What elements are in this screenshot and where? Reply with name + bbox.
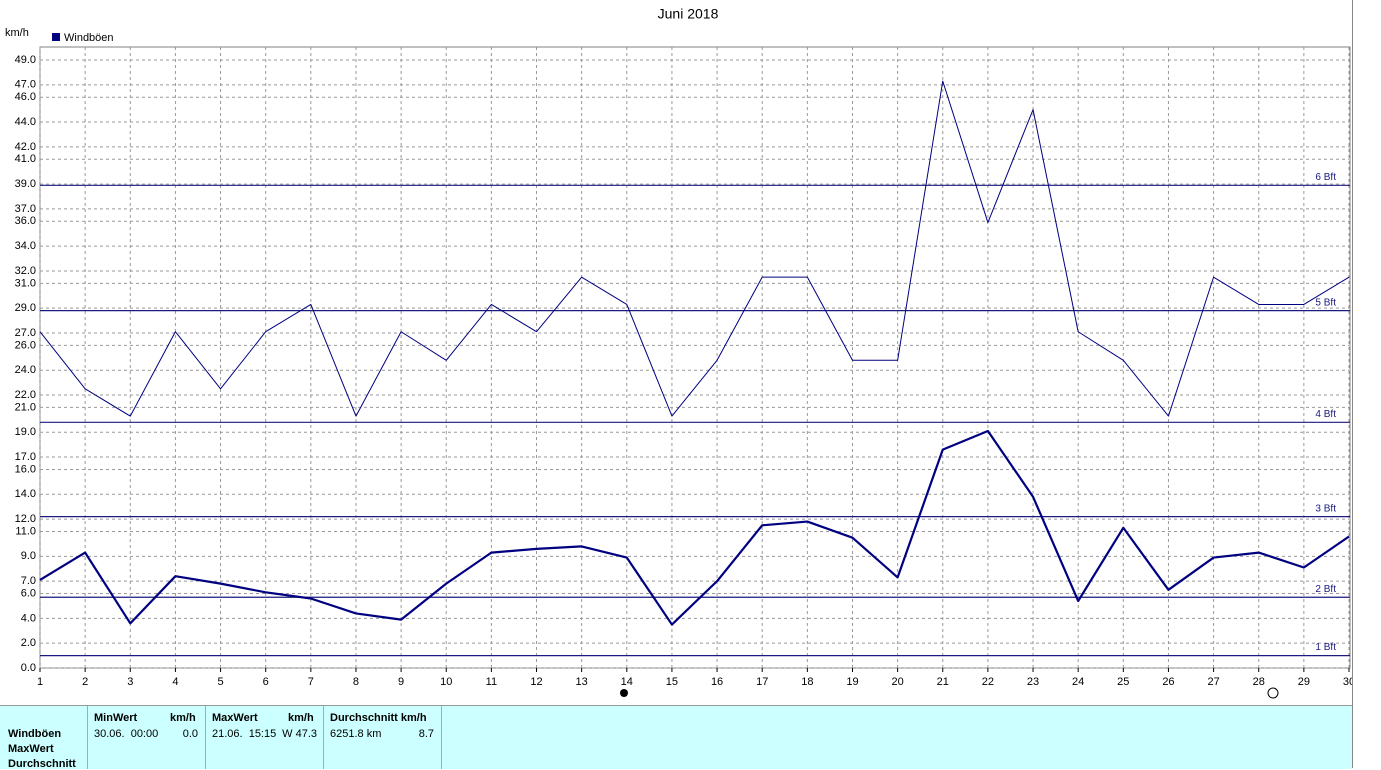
y-tick-label: 7.0	[21, 575, 36, 587]
x-tick-label: 5	[217, 676, 223, 688]
y-tick-label: 4.0	[21, 612, 36, 624]
x-tick-label: 17	[756, 676, 768, 688]
stats-panel: MinWert km/h MaxWert km/h Durchschnitt k…	[0, 705, 1352, 770]
x-tick-label: 25	[1117, 676, 1129, 688]
y-tick-label: 29.0	[15, 302, 36, 314]
row-label: MaxWert	[8, 743, 54, 755]
y-tick-label: 26.0	[15, 339, 36, 351]
x-tick-label: 12	[530, 676, 542, 688]
y-tick-label: 0.0	[21, 662, 36, 674]
x-tick-label: 1	[37, 676, 43, 688]
x-tick-label: 14	[621, 676, 633, 688]
y-tick-label: 27.0	[15, 327, 36, 339]
header: km/h	[170, 712, 196, 724]
y-tick-label: 44.0	[15, 116, 36, 128]
x-tick-label: 7	[308, 676, 314, 688]
background	[0, 0, 1352, 705]
x-tick-label: 22	[982, 676, 994, 688]
y-tick-label: 46.0	[15, 91, 36, 103]
separator	[87, 706, 88, 769]
moon-icon	[1267, 687, 1279, 699]
x-tick-label: 20	[891, 676, 903, 688]
cell: 6251.8 km	[330, 728, 382, 740]
y-tick-label: 21.0	[15, 401, 36, 413]
y-unit: km/h	[5, 27, 29, 39]
y-tick-label: 32.0	[15, 265, 36, 277]
legend-swatch	[52, 33, 60, 41]
x-tick-label: 24	[1072, 676, 1084, 688]
row-label: Windböen	[8, 728, 62, 740]
y-tick-label: 14.0	[15, 488, 36, 500]
y-tick-label: 34.0	[15, 240, 36, 252]
x-tick-label: 15	[666, 676, 678, 688]
x-tick-label: 27	[1207, 676, 1219, 688]
x-tick-label: 2	[82, 676, 88, 688]
row-label: Durchschnitt	[8, 758, 76, 770]
reference-label: 2 Bft	[1315, 584, 1336, 595]
y-tick-label: 11.0	[15, 525, 36, 537]
x-tick-label: 4	[172, 676, 178, 688]
series-line	[39, 429, 1350, 626]
header: Durchschnitt km/h	[330, 712, 427, 724]
legend-label: Windböen	[64, 32, 114, 44]
y-tick-label: 24.0	[15, 364, 36, 376]
reference-label: 6 Bft	[1315, 172, 1336, 183]
y-tick-label: 49.0	[15, 54, 36, 66]
x-tick-label: 21	[937, 676, 949, 688]
separator	[441, 706, 442, 769]
y-tick-label: 47.0	[15, 79, 36, 91]
cell: 8.7	[418, 728, 434, 740]
moon-icon	[620, 689, 628, 697]
y-tick-label: 12.0	[15, 513, 36, 525]
x-tick-label: 11	[486, 676, 497, 688]
y-tick-label: 39.0	[15, 178, 36, 190]
x-tick-label: 23	[1027, 676, 1039, 688]
reference-label: 3 Bft	[1315, 503, 1336, 514]
cell: 21.06. 15:15	[212, 728, 277, 740]
y-tick-label: 37.0	[15, 203, 36, 215]
separator	[205, 706, 206, 769]
x-tick-label: 10	[440, 676, 452, 688]
y-tick-label: 16.0	[15, 463, 36, 475]
series-line	[39, 80, 1350, 417]
x-tick-label: 16	[711, 676, 723, 688]
x-tick-label: 9	[398, 676, 404, 688]
x-tick-label: 28	[1253, 676, 1265, 688]
reference-label: 5 Bft	[1315, 297, 1336, 308]
chart: Juni 2018 km/h Windböen 0.0 2.0 4.0 6.07.0 9…	[0, 0, 1352, 705]
side-strip	[1352, 0, 1381, 768]
x-tick-label: 6	[263, 676, 269, 688]
y-tick-label: 9.0	[21, 550, 36, 562]
reference-label: 1 Bft	[1315, 642, 1336, 653]
y-tick-label: 36.0	[15, 215, 36, 227]
x-tick-label: 13	[576, 676, 588, 688]
cell: 30.06. 00:00	[94, 728, 159, 740]
y-tick-label: 41.0	[15, 153, 36, 165]
y-tick-label: 6.0	[21, 587, 36, 599]
y-tick-label: 19.0	[15, 426, 36, 438]
y-tick-label: 42.0	[15, 141, 36, 153]
header: MaxWert	[212, 712, 258, 724]
x-tick-label: 26	[1162, 676, 1174, 688]
separator	[323, 706, 324, 769]
x-tick-label: 19	[846, 676, 858, 688]
header: MinWert	[94, 712, 138, 724]
y-tick-label: 31.0	[15, 277, 36, 289]
reference-label: 4 Bft	[1315, 409, 1336, 420]
cell: W 47.3	[282, 728, 317, 740]
y-tick-label: 22.0	[15, 389, 36, 401]
y-tick-label: 17.0	[15, 451, 36, 463]
x-tick-label: 30	[1343, 676, 1352, 688]
x-tick-label: 8	[353, 676, 359, 688]
x-tick-label: 18	[801, 676, 813, 688]
header: km/h	[288, 712, 314, 724]
x-tick-label: 3	[127, 676, 133, 688]
cell: 0.0	[182, 728, 198, 740]
y-tick-label: 2.0	[21, 637, 36, 649]
chart-title: Juni 2018	[658, 6, 719, 22]
x-tick-label: 29	[1298, 676, 1310, 688]
